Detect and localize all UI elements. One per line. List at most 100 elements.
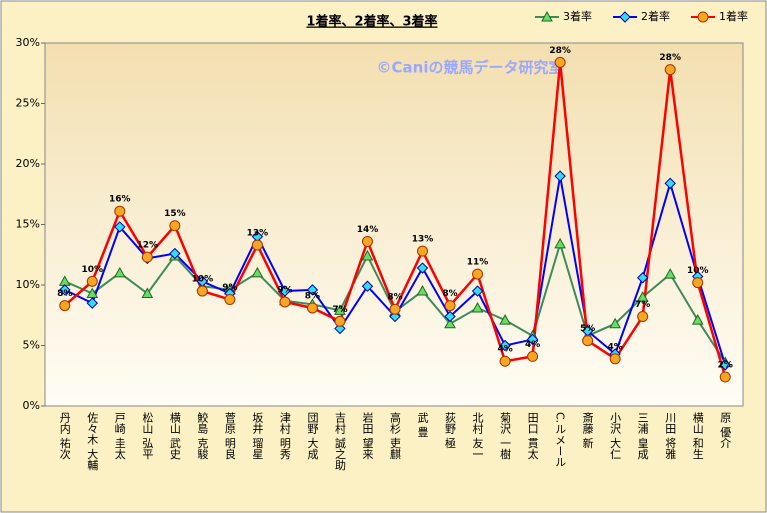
legend-marker — [697, 11, 709, 23]
y-tick-label: 0% — [23, 399, 40, 412]
chart-title: 1着率、2着率、3着率 — [306, 14, 437, 30]
data-label: 28% — [549, 46, 571, 56]
marker — [636, 291, 649, 302]
data-label: 15% — [164, 209, 186, 219]
x-tick-label: 鮫島 克駿 — [196, 411, 209, 460]
y-tick-label: 10% — [16, 278, 40, 291]
data-label: 11% — [467, 258, 489, 268]
x-tick-label: 団野 大成 — [306, 412, 319, 460]
marker — [196, 285, 208, 297]
marker — [417, 245, 429, 257]
marker — [554, 237, 566, 249]
legend-label: 3着率 — [563, 9, 592, 23]
data-label: 7% — [332, 305, 347, 315]
marker — [114, 221, 126, 233]
marker — [499, 314, 511, 325]
legend-label: 1着率 — [719, 9, 748, 23]
marker — [306, 302, 318, 314]
y-tick-label: 25% — [16, 97, 40, 110]
y-tick-label: 30% — [16, 36, 40, 49]
x-tick-label: 津村 明秀 — [278, 412, 291, 460]
marker — [389, 303, 401, 315]
x-tick-label: 松山 弘平 — [141, 411, 154, 460]
data-label: 14% — [357, 225, 379, 235]
marker — [526, 333, 539, 346]
data-label: 10% — [82, 265, 104, 275]
marker — [361, 235, 373, 247]
marker — [251, 239, 263, 251]
marker — [334, 315, 346, 327]
data-label: 8% — [387, 293, 402, 303]
marker — [609, 317, 622, 329]
x-tick-label: C.ルメール — [554, 412, 567, 467]
marker — [251, 266, 264, 278]
x-tick-label: 横山 武史 — [168, 411, 181, 460]
x-tick-label: 岩田 望来 — [361, 411, 374, 460]
marker — [664, 177, 676, 190]
x-tick-label: 佐々木 大輔 — [86, 411, 99, 471]
x-tick-label: 三浦 皇成 — [636, 412, 649, 460]
marker — [416, 262, 429, 274]
marker — [637, 310, 649, 322]
marker — [664, 64, 676, 76]
marker — [361, 280, 374, 292]
legend-label: 2着率 — [641, 9, 670, 23]
data-label: 8% — [57, 289, 72, 299]
data-label: 13% — [412, 235, 434, 245]
marker — [444, 317, 456, 329]
data-label: 10% — [192, 275, 214, 285]
marker — [444, 300, 456, 312]
marker — [499, 355, 511, 367]
marker — [279, 285, 291, 297]
x-tick-label: 荻野 極 — [444, 412, 457, 449]
marker — [59, 300, 71, 312]
marker — [279, 296, 291, 308]
marker — [113, 266, 126, 278]
data-label: 4% — [525, 340, 540, 350]
x-tick-label: 坂井 瑠星 — [251, 412, 264, 460]
marker — [472, 268, 484, 280]
data-label: 8% — [305, 291, 320, 301]
x-tick-label: 丹内 祐次 — [58, 412, 71, 460]
legend-marker — [541, 10, 553, 22]
data-label: 9% — [222, 283, 237, 293]
x-tick-label: 菊沢 一樹 — [499, 412, 512, 460]
marker — [169, 247, 181, 260]
marker — [141, 251, 153, 263]
marker — [471, 285, 484, 297]
x-tick-label: 菅原 明良 — [223, 412, 236, 460]
marker — [609, 353, 621, 365]
plot-area — [44, 42, 744, 407]
marker — [86, 297, 98, 309]
marker — [141, 287, 154, 298]
marker — [361, 249, 374, 261]
marker — [224, 294, 236, 306]
marker — [692, 277, 704, 289]
x-tick-label: 斎藤 新 — [581, 411, 594, 449]
x-tick-label: 小沢 大仁 — [609, 412, 622, 460]
data-label: 7% — [635, 300, 650, 310]
data-label: 5% — [580, 324, 595, 334]
data-label: 28% — [659, 53, 681, 63]
marker — [636, 272, 649, 284]
data-label: 12% — [137, 241, 159, 251]
marker — [719, 359, 731, 371]
marker — [471, 301, 484, 313]
marker — [306, 284, 319, 296]
legend-marker — [619, 11, 631, 23]
data-label: 4% — [608, 342, 623, 352]
x-tick-label: 吉村 誠之助 — [333, 412, 346, 471]
marker — [554, 170, 566, 182]
data-label: 16% — [109, 195, 131, 205]
y-tick-label: 15% — [16, 218, 40, 231]
data-label: 2% — [718, 360, 733, 370]
marker — [664, 268, 677, 279]
watermark: ©Caniの競馬データ研究室 — [377, 59, 564, 77]
x-tick-label: 横山 和生 — [691, 411, 704, 460]
data-label: 4% — [497, 345, 512, 355]
y-tick-label: 5% — [23, 339, 40, 352]
x-tick-label: 武 豊 — [416, 412, 429, 438]
x-tick-label: 北村 友一 — [471, 412, 484, 460]
x-tick-label: 田口 貫太 — [526, 412, 539, 460]
marker — [719, 371, 731, 383]
